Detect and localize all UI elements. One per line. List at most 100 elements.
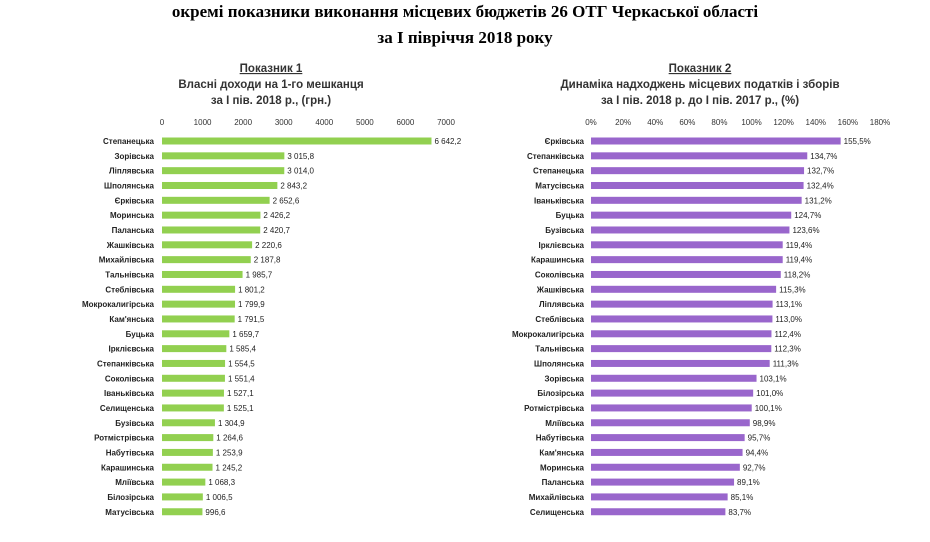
category-label: Іваньківська — [534, 196, 585, 205]
bar — [591, 196, 802, 204]
data-label: 123,6% — [792, 226, 819, 235]
category-label: Ротмістрівська — [524, 404, 584, 413]
bar — [162, 463, 213, 471]
category-label: Соколівська — [105, 374, 155, 383]
x-tick-label: 60% — [679, 118, 695, 127]
bar — [591, 359, 770, 367]
data-label: 1 068,3 — [208, 478, 235, 487]
category-label: Мокрокалигірська — [82, 300, 155, 309]
category-label: Шполянська — [534, 359, 585, 368]
x-tick-label: 3000 — [275, 118, 293, 127]
bar — [591, 463, 740, 471]
data-label: 98,9% — [753, 419, 776, 428]
category-label: Мліївська — [115, 478, 154, 487]
x-tick-label: 0 — [160, 118, 165, 127]
bar — [591, 493, 728, 501]
category-label: Селищенська — [100, 404, 155, 413]
x-tick-label: 40% — [647, 118, 663, 127]
category-label: Тальнівська — [105, 270, 154, 279]
bar — [591, 419, 750, 427]
data-label: 119,4% — [786, 241, 813, 250]
data-label: 1 799,9 — [238, 300, 265, 309]
bar — [162, 285, 236, 293]
data-label: 2 652,6 — [273, 196, 300, 205]
data-label: 92,7% — [743, 463, 766, 472]
chart-2-title-line2: Динаміка надходжень місцевих податків і … — [560, 79, 839, 91]
data-label: 131,2% — [805, 196, 832, 205]
data-label: 1 253,9 — [216, 448, 243, 457]
data-label: 1 554,5 — [228, 359, 255, 368]
bar — [162, 152, 285, 160]
bar — [162, 478, 206, 486]
chart-2-title-line1: Показник 2 — [669, 63, 732, 75]
category-label: Зорівська — [544, 374, 584, 383]
bar — [162, 345, 227, 353]
category-label: Бузівська — [545, 226, 584, 235]
data-label: 1 985,7 — [246, 270, 273, 279]
bar — [162, 330, 230, 338]
category-label: Степанківська — [527, 152, 585, 161]
data-label: 118,2% — [784, 270, 811, 279]
category-label: Степанківська — [97, 359, 155, 368]
data-label: 1 791,5 — [238, 315, 265, 324]
data-label: 2 843,2 — [280, 181, 307, 190]
category-label: Буцька — [556, 211, 585, 220]
category-label: Моринська — [540, 463, 585, 472]
bar — [162, 434, 214, 442]
data-label: 132,4% — [807, 181, 834, 190]
category-label: Паланська — [542, 478, 585, 487]
category-label: Соколівська — [535, 270, 585, 279]
data-label: 119,4% — [786, 256, 813, 265]
bar — [591, 404, 752, 412]
chart-1: Показник 1 Власні доходи на 1-го мешканця… — [82, 63, 462, 517]
bar — [162, 241, 253, 249]
data-label: 1 304,9 — [218, 419, 245, 428]
chart-1-title-line3: за І пів. 2018 р., (грн.) — [211, 95, 331, 107]
x-tick-label: 0% — [585, 118, 597, 127]
data-label: 1 245,2 — [216, 463, 243, 472]
page-title-line1: окремі показники виконання місцевих бюдж… — [171, 2, 759, 21]
bar — [162, 448, 213, 456]
category-label: Шполянська — [104, 181, 155, 190]
bar — [162, 374, 225, 382]
data-label: 1 527,1 — [227, 389, 254, 398]
data-label: 134,7% — [810, 152, 837, 161]
category-label: Тальнівська — [535, 345, 584, 354]
category-label: Степанецька — [533, 167, 585, 176]
data-label: 2 420,7 — [263, 226, 290, 235]
bar — [591, 256, 783, 264]
category-label: Єрківська — [115, 196, 155, 205]
bar — [162, 196, 270, 204]
data-label: 2 220,6 — [255, 241, 282, 250]
category-label: Жашківська — [106, 241, 155, 250]
category-label: Матусівська — [105, 508, 154, 517]
category-label: Ліплявська — [109, 167, 155, 176]
bar — [591, 300, 773, 308]
bar — [162, 226, 261, 234]
data-label: 112,3% — [774, 345, 801, 354]
category-label: Ірклієвська — [109, 345, 155, 354]
data-label: 1 006,5 — [206, 493, 233, 502]
bar — [591, 345, 772, 353]
data-label: 3 014,0 — [287, 167, 314, 176]
bar — [162, 404, 224, 412]
category-label: Кам'янська — [539, 448, 584, 457]
x-tick-label: 100% — [741, 118, 761, 127]
category-label: Паланська — [112, 226, 155, 235]
bar — [591, 434, 745, 442]
bar — [591, 167, 805, 175]
category-label: Михайлівська — [529, 493, 585, 502]
category-label: Степанецька — [103, 137, 155, 146]
data-label: 113,1% — [776, 300, 803, 309]
category-label: Набутівська — [106, 448, 155, 457]
category-label: Кам'янська — [109, 315, 154, 324]
data-label: 112,4% — [774, 330, 801, 339]
category-label: Іваньківська — [104, 389, 155, 398]
bar — [162, 315, 235, 323]
data-label: 1 551,4 — [228, 374, 255, 383]
x-tick-label: 7000 — [437, 118, 455, 127]
data-label: 103,1% — [760, 374, 787, 383]
x-tick-label: 120% — [773, 118, 793, 127]
category-label: Ліплявська — [539, 300, 585, 309]
